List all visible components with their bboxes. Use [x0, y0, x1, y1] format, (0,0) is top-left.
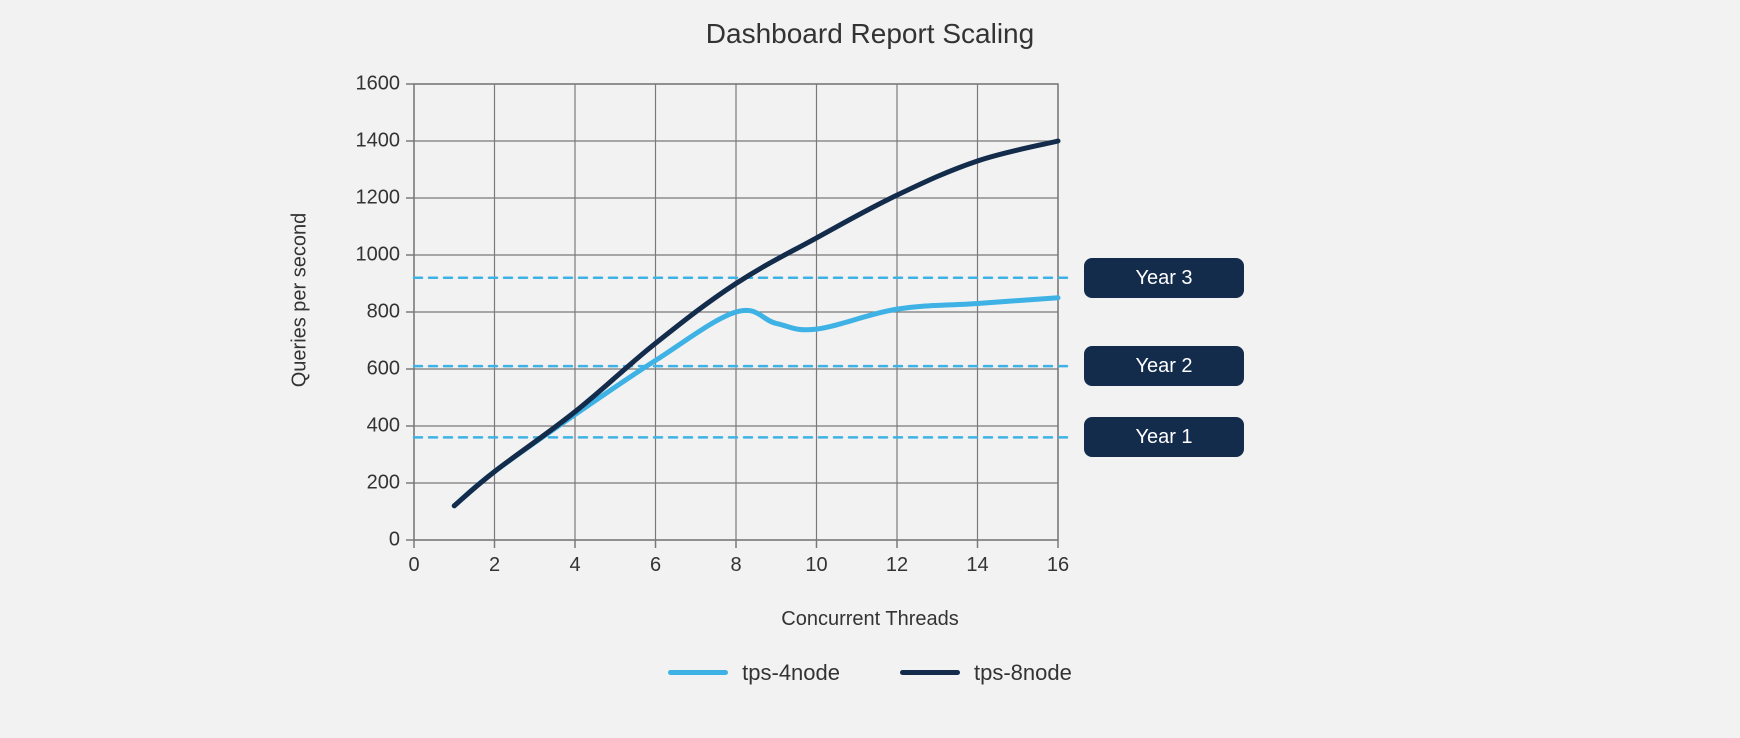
y-tick-label: 200 — [367, 472, 408, 495]
legend-label: tps-8node — [974, 660, 1072, 686]
legend-item: tps-8node — [900, 660, 1072, 686]
x-tick-label: 4 — [569, 554, 580, 577]
y-tick-label: 1400 — [356, 130, 409, 153]
legend: tps-4node tps-8node — [0, 655, 1740, 686]
x-tick-label: 2 — [489, 554, 500, 577]
y-tick-label: 1200 — [356, 187, 409, 210]
x-tick-label: 14 — [966, 554, 988, 577]
y-tick-label: 400 — [367, 415, 408, 438]
y-tick-label: 0 — [389, 529, 408, 552]
year-badge: Year 3 — [1084, 258, 1244, 298]
y-tick-label: 600 — [367, 358, 408, 381]
x-tick-label: 16 — [1047, 554, 1069, 577]
legend-swatch — [900, 670, 960, 675]
legend-item: tps-4node — [668, 660, 840, 686]
year-badge: Year 2 — [1084, 346, 1244, 386]
x-tick-label: 10 — [805, 554, 827, 577]
x-tick-label: 0 — [408, 554, 419, 577]
chart-container: Dashboard Report Scaling Queries per sec… — [0, 0, 1740, 738]
legend-label: tps-4node — [742, 660, 840, 686]
y-tick-label: 1000 — [356, 244, 409, 267]
x-axis-label: Concurrent Threads — [0, 608, 1740, 631]
year-badge: Year 1 — [1084, 417, 1244, 457]
x-tick-label: 12 — [886, 554, 908, 577]
x-tick-label: 6 — [650, 554, 661, 577]
y-tick-label: 800 — [367, 301, 408, 324]
y-tick-label: 1600 — [356, 73, 409, 96]
legend-swatch — [668, 670, 728, 675]
x-tick-label: 8 — [730, 554, 741, 577]
